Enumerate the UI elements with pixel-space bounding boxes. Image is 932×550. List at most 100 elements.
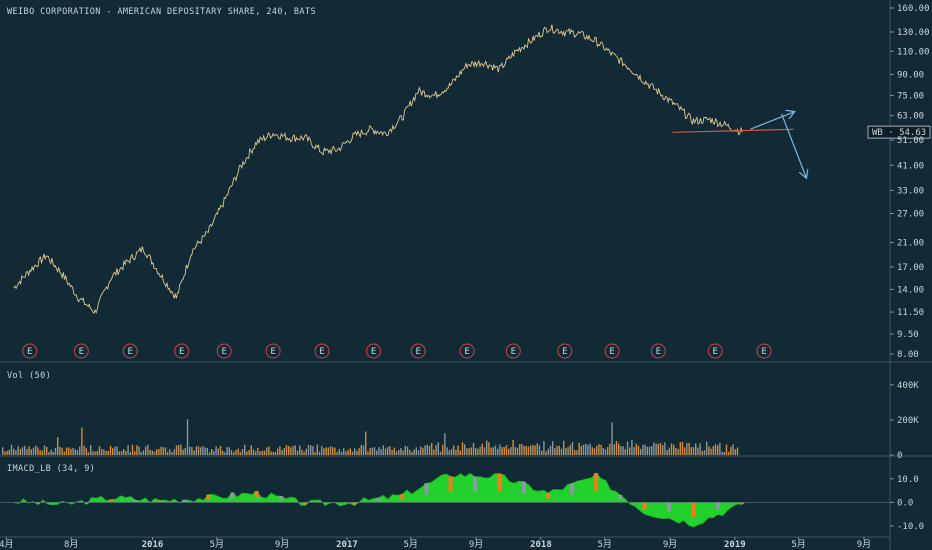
volume-bar [41, 450, 43, 455]
volume-bar [604, 449, 607, 455]
volume-bar [85, 448, 87, 455]
volume-bar [336, 451, 338, 455]
earnings-marker [557, 343, 573, 359]
volume-bar [472, 442, 475, 455]
volume-bar [477, 448, 479, 455]
volume-bar [501, 447, 503, 455]
volume-bar [591, 447, 593, 455]
volume-bar [565, 448, 567, 455]
volume-bar [547, 448, 549, 455]
volume-bar [530, 445, 532, 455]
volume-bar [582, 444, 585, 455]
volume-bar [15, 450, 17, 455]
volume-bar [613, 444, 615, 455]
volume-bar [2, 447, 4, 455]
imacd-histogram-bar [570, 483, 575, 495]
earnings-marker [265, 343, 281, 359]
volume-tick-label: 0 [897, 451, 902, 461]
volume-bar [631, 439, 633, 455]
volume-bar [459, 450, 461, 455]
imacd-histogram-bar [109, 499, 114, 502]
volume-bar [701, 451, 703, 455]
volume-bar [261, 450, 263, 455]
forecast-arrow [750, 112, 793, 130]
volume-bar [32, 447, 35, 455]
volume-bar [46, 446, 48, 455]
volume-bar [444, 433, 446, 455]
earnings-marker [505, 343, 521, 359]
x-tick-label: 4月 [0, 539, 14, 550]
volume-bar [640, 448, 642, 455]
volume-bar [241, 449, 244, 455]
volume-bar [195, 446, 197, 455]
volume-bar [554, 448, 556, 455]
volume-bar [464, 444, 466, 455]
volume-bar [411, 451, 413, 455]
volume-bar [362, 445, 365, 455]
volume-bar [512, 439, 514, 455]
y-tick-label: 21.00 [897, 239, 924, 249]
volume-bar [285, 445, 288, 455]
volume-bar [442, 444, 444, 455]
last-price-box [867, 125, 931, 139]
imacd-histogram-bar [400, 494, 405, 500]
volume-bar [593, 448, 596, 455]
volume-bar [706, 441, 708, 455]
x-tick-label: 5月 [597, 539, 611, 550]
volume-bar [39, 450, 41, 455]
volume-bar [503, 447, 505, 455]
volume-bar [609, 443, 611, 455]
volume-bar [576, 450, 578, 455]
volume-bar [376, 450, 378, 455]
earnings-marker [410, 343, 426, 359]
volume-bar [453, 445, 455, 455]
earnings-marker [174, 343, 190, 359]
volume-bar [252, 449, 255, 455]
volume-bar [312, 446, 314, 455]
volume-bar [400, 448, 402, 455]
volume-bar [244, 444, 246, 455]
volume-bar [655, 443, 657, 455]
volume-bar [618, 443, 620, 455]
earnings-marker [604, 343, 620, 359]
volume-bar [514, 447, 516, 455]
volume-bar [428, 445, 431, 455]
x-tick-label: 2018 [530, 540, 552, 550]
volume-bar [57, 437, 59, 455]
volume-bar [235, 450, 237, 455]
imacd-histogram-bar [691, 502, 696, 518]
y-tick-label: 27.00 [897, 210, 924, 220]
volume-bar [160, 446, 162, 455]
volume-bar [708, 446, 710, 455]
volume-bar [268, 446, 270, 455]
volume-bar [393, 447, 395, 455]
volume-bar [101, 449, 103, 455]
volume-bar [173, 449, 175, 455]
volume-bar [87, 452, 90, 455]
volume-bar [158, 448, 160, 455]
x-tick-label: 2019 [724, 540, 746, 550]
earnings-marker [314, 343, 330, 359]
volume-bar [736, 447, 739, 455]
volume-tick-label: 400K [897, 381, 919, 391]
volume-bar [563, 440, 565, 455]
volume-bar [481, 443, 483, 455]
volume-bar [349, 448, 351, 455]
axes[interactable]: 160.00 130.00 110.00 90.00 75.00 63.00 51.00 41… [0, 4, 930, 550]
volume-bar [118, 451, 120, 455]
volume-bar [213, 450, 215, 455]
volume-bar [17, 446, 19, 455]
volume-bar [574, 449, 576, 455]
volume-bar [545, 451, 547, 455]
volume-bar [250, 445, 252, 455]
volume-bar [516, 447, 519, 455]
volume-bar [433, 449, 435, 455]
volume-bar [644, 444, 646, 455]
chart-title: WEIBO CORPORATION - AMERICAN DEPOSITARY … [7, 7, 316, 17]
volume-bar [314, 452, 316, 455]
volume-bar [332, 447, 334, 455]
volume-bar [116, 446, 118, 455]
y-tick-label: 160.00 [897, 4, 930, 14]
volume-bar [532, 445, 534, 455]
y-tick-label: 33.00 [897, 186, 924, 196]
